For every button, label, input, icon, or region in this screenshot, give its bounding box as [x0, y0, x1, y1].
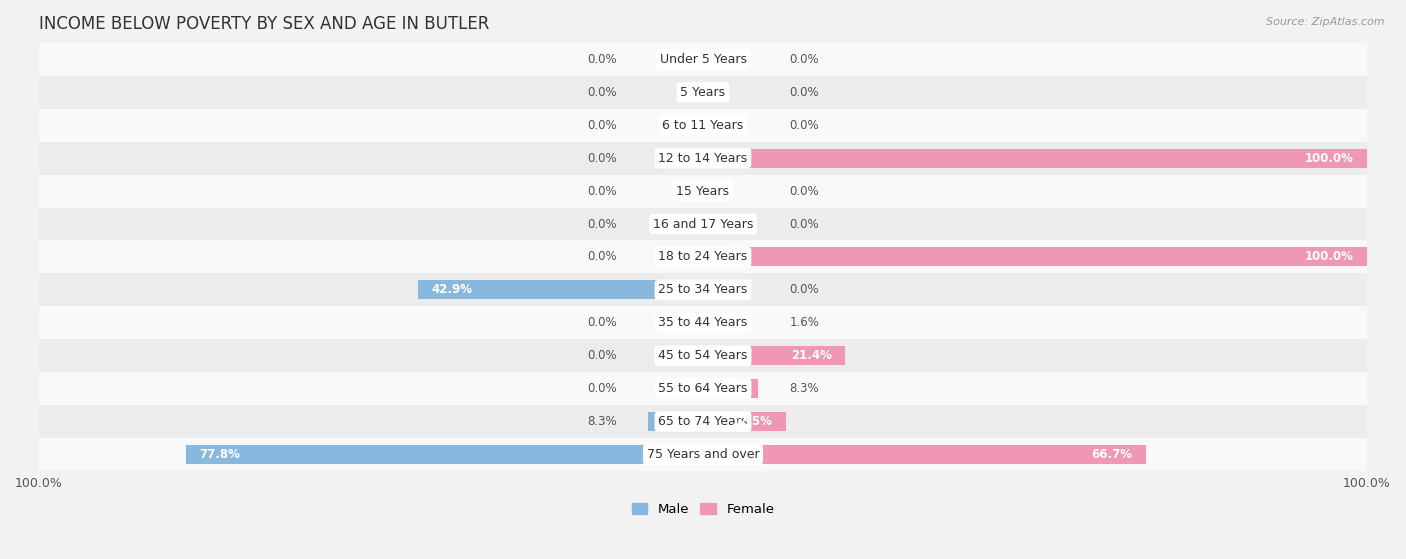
- Text: 16 and 17 Years: 16 and 17 Years: [652, 217, 754, 230]
- Bar: [39, 405, 1367, 438]
- Text: 0.0%: 0.0%: [588, 316, 617, 329]
- Text: 8.3%: 8.3%: [789, 382, 818, 395]
- Bar: [703, 149, 1367, 168]
- Text: Under 5 Years: Under 5 Years: [659, 53, 747, 66]
- Text: 12 to 14 Years: 12 to 14 Years: [658, 151, 748, 165]
- Bar: [39, 141, 1367, 174]
- Legend: Male, Female: Male, Female: [631, 503, 775, 516]
- Text: 0.0%: 0.0%: [588, 151, 617, 165]
- Text: 35 to 44 Years: 35 to 44 Years: [658, 316, 748, 329]
- Bar: [703, 346, 845, 365]
- Bar: [703, 248, 1367, 267]
- Bar: [39, 306, 1367, 339]
- Text: 1.6%: 1.6%: [789, 316, 820, 329]
- Text: 18 to 24 Years: 18 to 24 Years: [658, 250, 748, 263]
- Text: 0.0%: 0.0%: [789, 184, 818, 197]
- Bar: [418, 280, 703, 300]
- Text: 0.0%: 0.0%: [789, 119, 818, 132]
- Bar: [39, 240, 1367, 273]
- Text: 0.0%: 0.0%: [588, 349, 617, 362]
- Text: 25 to 34 Years: 25 to 34 Years: [658, 283, 748, 296]
- Text: 100.0%: 100.0%: [1305, 250, 1354, 263]
- Text: 66.7%: 66.7%: [1091, 448, 1133, 461]
- Text: 55 to 64 Years: 55 to 64 Years: [658, 382, 748, 395]
- Text: Source: ZipAtlas.com: Source: ZipAtlas.com: [1267, 17, 1385, 27]
- Text: 0.0%: 0.0%: [789, 53, 818, 66]
- Bar: [39, 76, 1367, 109]
- Text: 15 Years: 15 Years: [676, 184, 730, 197]
- Text: 75 Years and over: 75 Years and over: [647, 448, 759, 461]
- Text: 0.0%: 0.0%: [588, 250, 617, 263]
- Text: 77.8%: 77.8%: [200, 448, 240, 461]
- Bar: [39, 273, 1367, 306]
- Bar: [39, 372, 1367, 405]
- Text: 0.0%: 0.0%: [789, 86, 818, 99]
- Bar: [39, 109, 1367, 141]
- Text: 100.0%: 100.0%: [1305, 151, 1354, 165]
- Bar: [703, 412, 786, 431]
- Bar: [703, 445, 1146, 464]
- Text: 0.0%: 0.0%: [588, 119, 617, 132]
- Bar: [187, 445, 703, 464]
- Bar: [39, 207, 1367, 240]
- Text: 0.0%: 0.0%: [789, 217, 818, 230]
- Text: 0.0%: 0.0%: [789, 283, 818, 296]
- Bar: [703, 379, 758, 398]
- Text: 12.5%: 12.5%: [733, 415, 773, 428]
- Text: 0.0%: 0.0%: [588, 217, 617, 230]
- Text: 0.0%: 0.0%: [588, 53, 617, 66]
- Text: 5 Years: 5 Years: [681, 86, 725, 99]
- Bar: [39, 339, 1367, 372]
- Text: 0.0%: 0.0%: [588, 86, 617, 99]
- Bar: [39, 438, 1367, 471]
- Text: 6 to 11 Years: 6 to 11 Years: [662, 119, 744, 132]
- Text: 42.9%: 42.9%: [432, 283, 472, 296]
- Text: 0.0%: 0.0%: [588, 382, 617, 395]
- Bar: [648, 412, 703, 431]
- Bar: [39, 174, 1367, 207]
- Bar: [39, 43, 1367, 76]
- Text: 65 to 74 Years: 65 to 74 Years: [658, 415, 748, 428]
- Text: 8.3%: 8.3%: [588, 415, 617, 428]
- Text: INCOME BELOW POVERTY BY SEX AND AGE IN BUTLER: INCOME BELOW POVERTY BY SEX AND AGE IN B…: [39, 15, 489, 33]
- Text: 0.0%: 0.0%: [588, 184, 617, 197]
- Bar: [703, 313, 714, 333]
- Text: 45 to 54 Years: 45 to 54 Years: [658, 349, 748, 362]
- Text: 21.4%: 21.4%: [792, 349, 832, 362]
